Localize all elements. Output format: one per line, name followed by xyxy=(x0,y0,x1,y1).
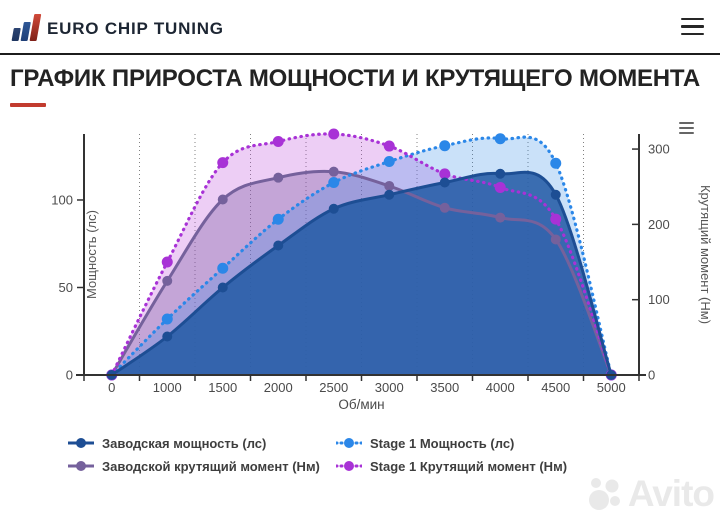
context-menu-icon xyxy=(679,121,694,125)
hamburger-icon xyxy=(681,17,704,21)
series-lines xyxy=(106,128,617,381)
svg-text:5000: 5000 xyxy=(597,380,626,395)
title-block: ГРАФИК ПРИРОСТА МОЩНОСТИ И КРУТЯЩЕГО МОМ… xyxy=(0,55,720,107)
svg-text:200: 200 xyxy=(648,217,670,232)
legend-item-1[interactable]: Stage 1 Мощность (лс) xyxy=(336,436,720,451)
legend-item-2[interactable]: Заводской крутящий момент (Нм) xyxy=(68,459,336,474)
axes xyxy=(76,133,646,381)
svg-text:0: 0 xyxy=(648,367,655,382)
svg-text:3500: 3500 xyxy=(430,380,459,395)
svg-text:0: 0 xyxy=(108,380,115,395)
page-title: ГРАФИК ПРИРОСТА МОЩНОСТИ И КРУТЯЩЕГО МОМ… xyxy=(10,65,701,92)
svg-text:50: 50 xyxy=(59,280,73,295)
legend-marker-icon xyxy=(336,461,362,472)
svg-text:100: 100 xyxy=(51,192,73,207)
svg-text:Мощность (лс): Мощность (лс) xyxy=(84,210,99,299)
logo-text: EURO CHIP TUNING xyxy=(47,18,224,38)
watermark-text: Avito xyxy=(627,473,715,514)
svg-text:300: 300 xyxy=(648,141,670,156)
power-torque-chart: 0 1000 1500 2000 2500 3000 3500 4000 4500 5000 Об/… xyxy=(0,107,720,427)
legend-label: Заводской крутящий момент (Нм) xyxy=(102,458,320,474)
svg-text:4500: 4500 xyxy=(541,380,570,395)
svg-text:2000: 2000 xyxy=(264,380,293,395)
logo: EURO CHIP TUNING xyxy=(10,13,224,41)
svg-text:4000: 4000 xyxy=(486,380,515,395)
svg-text:Крутящий момент (Нм): Крутящий момент (Нм) xyxy=(698,185,713,324)
hamburger-menu-button[interactable] xyxy=(681,14,704,40)
header: EURO CHIP TUNING xyxy=(0,0,720,55)
svg-text:0: 0 xyxy=(66,367,73,382)
legend-marker-icon xyxy=(68,438,94,449)
chart-export-menu-button[interactable] xyxy=(677,120,696,137)
svg-text:1000: 1000 xyxy=(153,380,182,395)
legend-item-3[interactable]: Stage 1 Крутящий момент (Нм) xyxy=(336,459,720,474)
legend-item-0[interactable]: Заводская мощность (лс) xyxy=(68,436,336,451)
svg-text:100: 100 xyxy=(648,292,670,307)
chart-legend: Заводская мощность (лс) Заводской крутящи… xyxy=(68,436,720,474)
series-areas xyxy=(111,133,612,375)
series-3 xyxy=(106,128,617,381)
avito-watermark: Avito xyxy=(588,473,715,515)
logo-bars-icon xyxy=(8,13,42,41)
svg-text:3000: 3000 xyxy=(375,380,404,395)
legend-label: Stage 1 Крутящий момент (Нм) xyxy=(370,458,568,474)
legend-marker-icon xyxy=(336,438,362,449)
avito-logo-icon xyxy=(588,478,620,510)
axis-labels: 0 1000 1500 2000 2500 3000 3500 4000 4500 5000Об/… xyxy=(51,141,713,411)
svg-text:2500: 2500 xyxy=(319,380,348,395)
legend-marker-icon xyxy=(68,461,94,472)
title-accent-bar xyxy=(10,102,46,107)
legend-label: Stage 1 Мощность (лс) xyxy=(370,435,515,451)
chart-canvas: 0 1000 1500 2000 2500 3000 3500 4000 4500 5000Об/… xyxy=(51,128,713,412)
svg-text:1500: 1500 xyxy=(208,380,237,395)
legend-label: Заводская мощность (лс) xyxy=(102,435,267,451)
svg-text:Об/мин: Об/мин xyxy=(338,397,384,412)
